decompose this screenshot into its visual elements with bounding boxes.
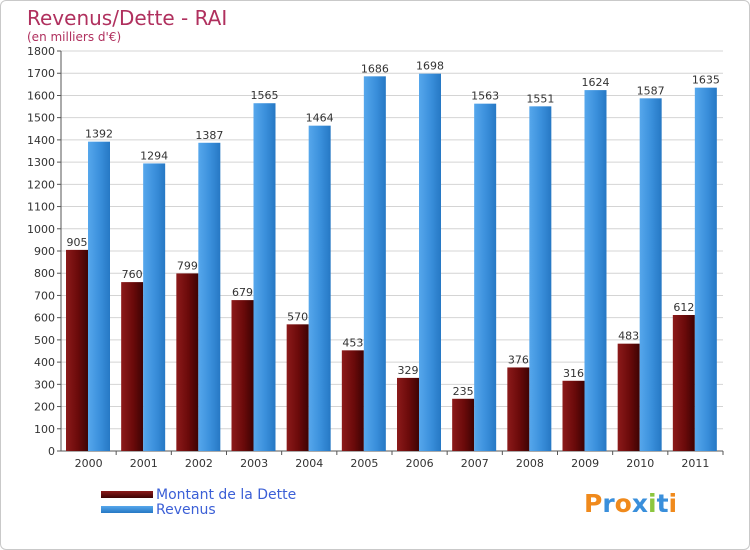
logo-letter: t	[656, 489, 669, 518]
bar-revenus	[143, 163, 166, 451]
bar-dette	[672, 315, 695, 451]
x-tick-label: 2004	[295, 457, 323, 470]
x-tick-label: 2009	[571, 457, 599, 470]
bar-dette	[121, 282, 144, 451]
y-tick-label: 1200	[27, 178, 55, 191]
y-tick-label: 1300	[27, 156, 55, 169]
logo-letter: P	[584, 489, 603, 518]
legend: Montant de la Dette Revenus	[101, 486, 297, 518]
x-tick-label: 2008	[516, 457, 544, 470]
y-tick-label: 1000	[27, 223, 55, 236]
bar-dette	[452, 398, 475, 451]
data-label-dette: 679	[232, 286, 253, 299]
x-tick-label: 2007	[461, 457, 489, 470]
y-tick-label: 1100	[27, 201, 55, 214]
y-tick-label: 500	[34, 334, 55, 347]
bar-dette	[286, 324, 309, 451]
y-tick-label: 900	[34, 245, 55, 258]
legend-item-revenus: Revenus	[101, 501, 296, 518]
y-tick-label: 1600	[27, 89, 55, 102]
y-tick-label: 200	[34, 401, 55, 414]
data-label-revenus: 1686	[361, 62, 389, 75]
data-label-revenus: 1551	[526, 92, 554, 105]
data-label-revenus: 1563	[471, 90, 499, 103]
data-label-dette: 376	[508, 353, 529, 366]
chart-title: Revenus/Dette - RAI	[27, 6, 228, 30]
x-tick-label: 2000	[75, 457, 103, 470]
logo-letter: i	[668, 489, 678, 518]
proxiti-logo: Proxiti	[584, 489, 677, 518]
x-tick-label: 2001	[130, 457, 158, 470]
bar-revenus	[584, 90, 607, 451]
bar-dette	[507, 367, 530, 451]
bar-dette	[66, 249, 88, 451]
bar-dette	[397, 377, 419, 451]
bar-revenus	[694, 87, 717, 452]
bar-dette	[617, 343, 640, 451]
x-tick-label: 2011	[681, 457, 709, 470]
y-tick-label: 1400	[27, 134, 55, 147]
bar-dette	[562, 380, 585, 451]
data-label-revenus: 1635	[692, 74, 720, 87]
logo-letter: o	[614, 489, 632, 518]
bar-revenus	[253, 103, 276, 451]
legend-swatch-revenus	[101, 506, 153, 513]
x-tick-label: 2006	[406, 457, 434, 470]
data-label-revenus: 1698	[416, 60, 444, 73]
legend-swatch-dette	[101, 491, 153, 498]
data-label-revenus: 1294	[140, 149, 168, 162]
x-tick-label: 2010	[626, 457, 654, 470]
data-label-dette: 453	[342, 336, 363, 349]
logo-letter: i	[648, 489, 657, 518]
data-label-dette: 483	[618, 330, 639, 343]
x-tick-label: 2003	[240, 457, 268, 470]
data-label-revenus: 1392	[85, 128, 113, 141]
data-label-dette: 760	[122, 268, 143, 281]
y-tick-label: 100	[34, 423, 55, 436]
data-label-revenus: 1464	[306, 112, 334, 125]
y-tick-label: 1500	[27, 112, 55, 125]
bar-dette	[231, 300, 254, 451]
logo-letter: r	[602, 489, 615, 518]
bar-revenus	[363, 76, 386, 451]
bar-revenus	[474, 103, 497, 452]
y-tick-label: 600	[34, 312, 55, 325]
data-label-revenus: 1587	[637, 84, 665, 97]
x-tick-label: 2005	[350, 457, 378, 470]
logo-letter: x	[631, 489, 648, 518]
y-tick-label: 400	[34, 356, 55, 369]
bar-revenus	[88, 141, 110, 451]
x-tick-label: 2002	[185, 457, 213, 470]
y-tick-label: 800	[34, 267, 55, 280]
bar-dette	[341, 350, 364, 451]
bar-revenus	[529, 106, 552, 451]
y-tick-label: 0	[48, 445, 55, 458]
y-tick-label: 1800	[27, 45, 55, 58]
data-label-dette: 799	[177, 259, 198, 272]
data-label-revenus: 1565	[251, 89, 279, 102]
chart-subtitle: (en milliers d'€)	[27, 30, 122, 44]
data-label-revenus: 1624	[582, 76, 610, 89]
data-label-revenus: 1387	[195, 129, 223, 142]
legend-item-dette: Montant de la Dette	[101, 486, 297, 503]
bar-revenus	[198, 142, 221, 451]
y-tick-label: 300	[34, 378, 55, 391]
data-label-dette: 612	[673, 301, 694, 314]
y-tick-label: 700	[34, 289, 55, 302]
y-tick-label: 1700	[27, 67, 55, 80]
bar-dette	[176, 273, 199, 451]
bar-revenus	[639, 98, 662, 451]
bar-revenus	[419, 73, 441, 452]
data-label-dette: 235	[453, 385, 474, 398]
data-label-dette: 316	[563, 367, 584, 380]
data-label-dette: 570	[287, 310, 308, 323]
legend-label-revenus: Revenus	[156, 501, 216, 518]
legend-label-dette: Montant de la Dette	[156, 486, 297, 503]
bar-chart: 0 100 200 300 400 500 600 700 800 900 1000 1100 1200…	[27, 45, 724, 470]
bar-revenus	[308, 125, 331, 452]
data-label-dette: 905	[67, 236, 88, 249]
data-label-dette: 329	[398, 364, 419, 377]
